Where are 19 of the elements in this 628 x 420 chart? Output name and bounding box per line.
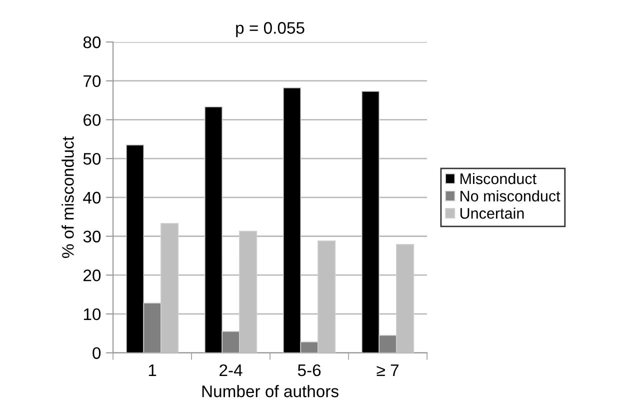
x-axis-title: Number of authors xyxy=(202,385,338,398)
y-tick-label: 60 xyxy=(84,114,101,126)
x-tick-label: 1 xyxy=(148,364,156,376)
y-tick-label: 40 xyxy=(83,192,101,204)
y-tick-label: 80 xyxy=(83,36,101,48)
chart-title: p = 0.055 xyxy=(236,22,304,38)
legend-label: Misconduct xyxy=(460,172,536,184)
y-tick-label: 0 xyxy=(92,347,101,360)
x-tick-label: 2-4 xyxy=(220,364,242,376)
y-tick-label: 20 xyxy=(84,270,101,282)
legend-label: Uncertain xyxy=(460,208,524,219)
y-axis-title: % of misconduct xyxy=(62,136,74,258)
y-tick-label: 50 xyxy=(83,152,101,165)
y-tick-label: 10 xyxy=(84,308,101,320)
legend-label: No misconduct xyxy=(460,190,560,202)
y-tick-label: 70 xyxy=(84,75,101,88)
x-tick-label: ≥ 7 xyxy=(376,364,398,376)
y-tick-label: 30 xyxy=(83,230,101,242)
x-tick-label: 5-6 xyxy=(298,364,321,376)
